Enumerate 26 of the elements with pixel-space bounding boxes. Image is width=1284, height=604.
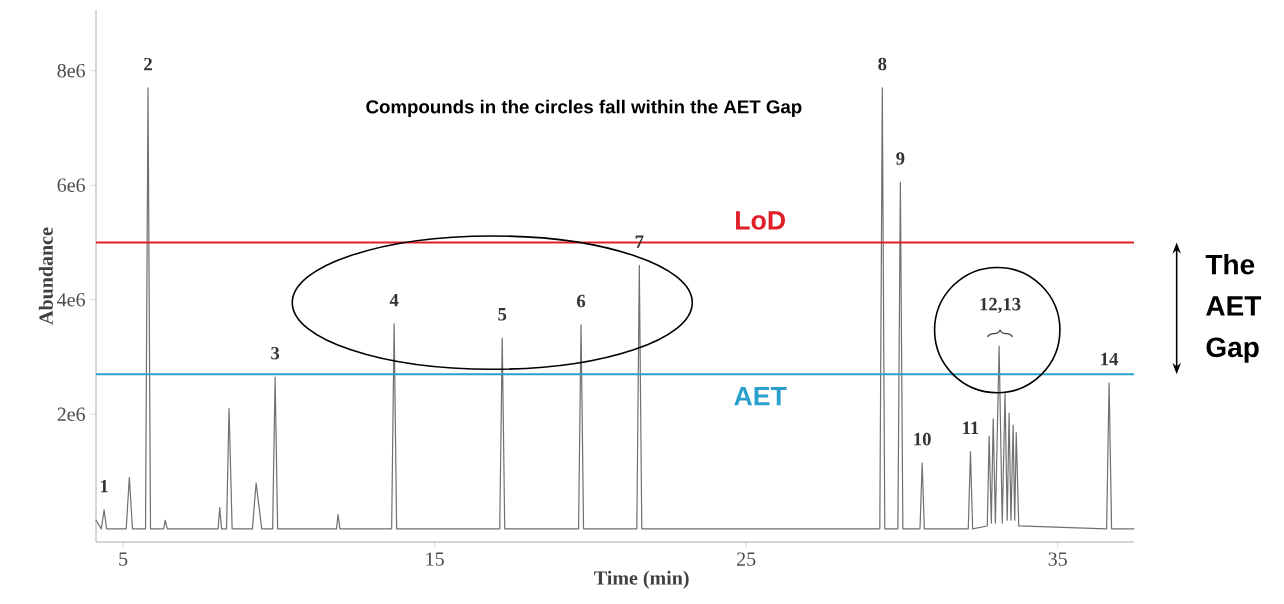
x-tick-label: 5 [119,552,128,566]
annotation: Compounds in the circles fall within the AET Gap [366,99,802,118]
x-tick-label: 15 [426,552,444,566]
annotation: 10 [914,432,931,446]
y-tick-label: 8e6 [57,63,86,78]
annotation: 12,13 [980,297,1021,314]
ref-line-label: LoD [736,211,785,230]
annotation: 14 [1101,352,1119,366]
annotation: 2 [144,57,152,71]
annotation: 6 [577,294,586,308]
annotation: 1 [100,479,108,493]
y-tick-label: 2e6 [57,407,86,422]
x-axis-title: Time (min) [594,570,689,589]
annotation: 4 [389,293,399,307]
y-axis-title: Abundance [38,227,53,325]
text: The AET Gap [1205,253,1262,363]
x-tick-label: 35 [1048,552,1067,566]
x-tick-label: 25 [737,552,756,566]
ref-line-label: AET [734,386,787,406]
y-tick-label: 4e6 [57,293,86,307]
annotation: 3 [271,346,280,360]
annotation: 8 [878,57,887,71]
y-tick-label: 6e6 [57,178,86,192]
annotation: 9 [896,152,905,165]
annotation: 5 [498,308,507,321]
annotation: 11 [963,421,979,434]
